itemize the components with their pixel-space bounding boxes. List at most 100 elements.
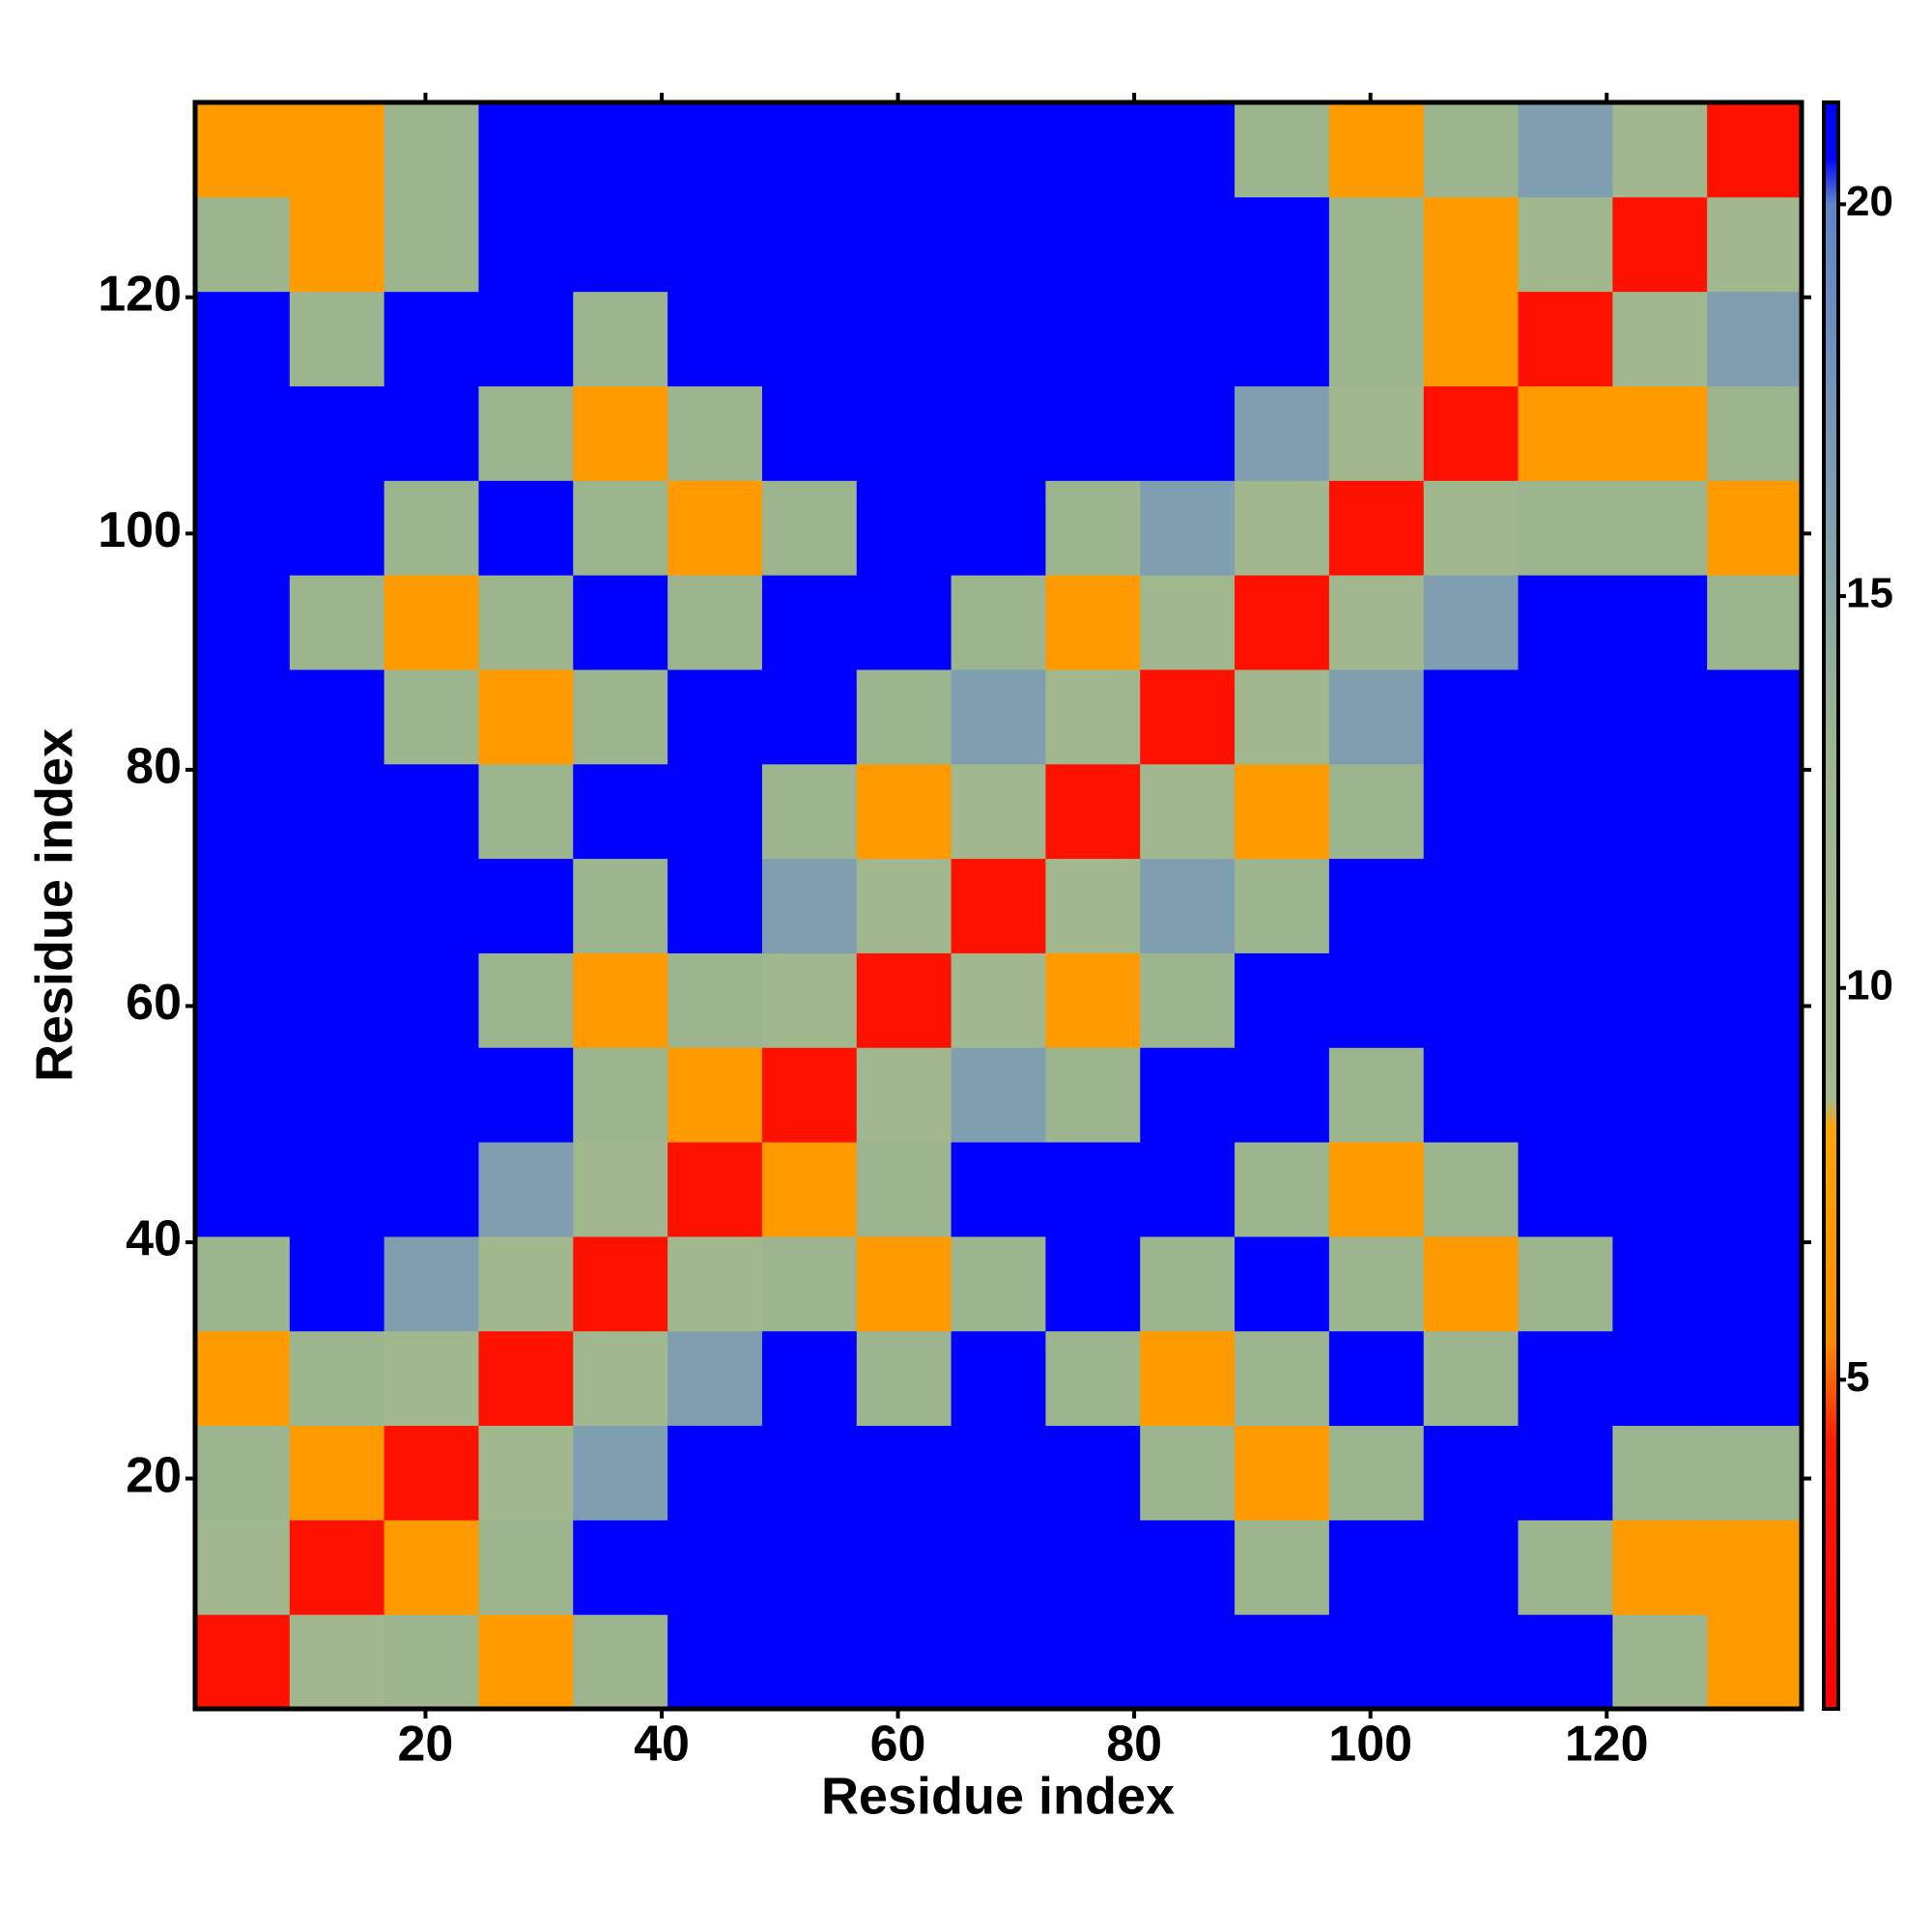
heatmap-cell [573,1425,668,1520]
heatmap-cell [1045,1614,1141,1710]
heatmap-cell [1707,1614,1803,1710]
heatmap-cell [1423,1330,1520,1427]
heatmap-cell [1707,668,1803,765]
heatmap-cell [951,1236,1046,1332]
heatmap-cell [195,1047,291,1143]
heatmap-cell [384,1142,479,1237]
heatmap-cell [195,575,291,670]
heatmap-cell [195,196,291,293]
heatmap-cell [1423,952,1520,1048]
heatmap-cell [573,102,668,198]
heatmap-cell [856,1236,952,1332]
heatmap-cell [1707,102,1803,198]
heatmap-cell [1140,102,1236,198]
heatmap-cell [761,858,858,953]
heatmap-cell [1140,858,1236,953]
heatmap-cell [478,952,574,1048]
heatmap-cell [1612,196,1708,293]
heatmap-cell [668,575,763,670]
heatmap-cell [289,196,385,293]
heatmap-cell [1328,1236,1425,1332]
ticks: 20 40 60 80 100 120 20 40 60 80 100 120 [98,93,1811,1773]
heatmap-cell [289,668,385,765]
heatmap-cell [951,291,1046,386]
heatmap-cell [761,952,858,1048]
heatmap-cell [668,196,763,293]
heatmap-cell [289,1425,385,1520]
heatmap-cell [951,1330,1046,1427]
heatmap-cell [1612,575,1708,670]
heatmap-cell [1423,1236,1520,1332]
heatmap-cell [761,291,858,386]
x-tick-label: 80 [1106,1717,1162,1773]
heatmap-cell [1707,1142,1803,1237]
heatmap-cell [1423,763,1520,860]
heatmap-cell [668,1614,763,1710]
heatmap-cell [195,1425,291,1520]
heatmap-cell [1707,480,1803,576]
heatmap-cell [1328,1425,1425,1520]
heatmap-cell [1235,1520,1330,1615]
heatmap-cell [1707,1520,1803,1615]
heatmap-cell [668,291,763,386]
heatmap-cell [1045,952,1141,1048]
y-tick-label: 60 [126,975,182,1031]
heatmap-cell [289,385,385,481]
heatmap-cell [856,952,952,1048]
heatmap-cell [573,575,668,670]
heatmap-cell [1328,1142,1425,1237]
heatmap-cell [384,1236,479,1332]
colorbar-tick-label: 10 [1846,961,1893,1009]
heatmap-cell [1707,858,1803,953]
heatmap-cell [951,102,1046,198]
heatmap-cell [1423,575,1520,670]
heatmap-cell [1612,1330,1708,1427]
heatmap-cell [668,1236,763,1332]
heatmap-cell [668,480,763,576]
heatmap-cell [573,385,668,481]
heatmap-cell [1612,1142,1708,1237]
heatmap-cell [668,952,763,1048]
heatmap-cell [573,1047,668,1143]
heatmap-cell [1518,952,1613,1048]
heatmap-cell [856,1142,952,1237]
heatmap-cell [1328,952,1425,1048]
heatmap-cell [1235,1330,1330,1427]
heatmap-cell [1707,385,1803,481]
heatmap-cell [1612,1614,1708,1710]
heatmap-cell [951,1047,1046,1143]
heatmap-cell [1518,1142,1613,1237]
heatmap-cell [1707,952,1803,1048]
heatmap-cell [289,858,385,953]
heatmap-cell [384,385,479,481]
heatmap-cell [1140,385,1236,481]
heatmap-cell [951,668,1046,765]
heatmap-cell [573,1520,668,1615]
heatmap-cell [761,196,858,293]
heatmap-cell [856,1047,952,1143]
heatmap-cell [1423,668,1520,765]
heatmap-cell [384,1520,479,1615]
heatmap-cell [856,1520,952,1615]
heatmap-cell [478,763,574,860]
heatmap-cell [856,196,952,293]
heatmap-cell [856,1425,952,1520]
heatmap-cell [1423,1520,1520,1615]
heatmap-cell [573,291,668,386]
heatmap-cell [761,1330,858,1427]
heatmap-cell [1423,858,1520,953]
heatmap-cell [1518,196,1613,293]
heatmap-cell [1328,575,1425,670]
heatmap-cell [1235,480,1330,576]
heatmap-cell [573,1614,668,1710]
heatmap-cell [1140,763,1236,860]
heatmap-cell [478,102,574,198]
y-tick-label: 120 [98,266,182,322]
heatmap-cell [1518,575,1613,670]
heatmap-cell [1707,1330,1803,1427]
heatmap-cell [1328,763,1425,860]
heatmap-cell [1518,1047,1613,1143]
heatmap-cell [951,858,1046,953]
heatmap-cell [1235,196,1330,293]
heatmap-cells [195,102,1803,1710]
